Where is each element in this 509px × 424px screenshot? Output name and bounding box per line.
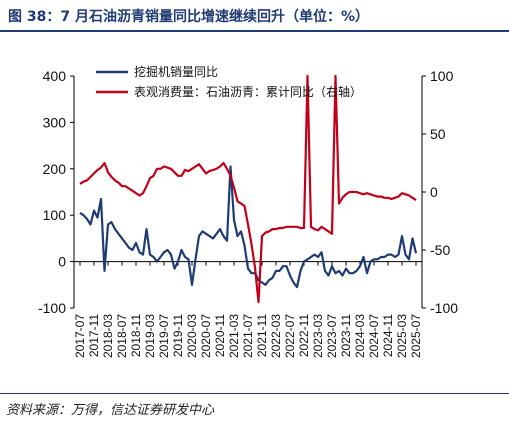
- x-tick-label: 2024-11: [381, 314, 395, 357]
- right-tick-label: 0: [430, 184, 438, 200]
- x-tick-label: 2017-07: [73, 314, 87, 358]
- right-tick-label: -100: [430, 300, 458, 316]
- x-tick-label: 2019-03: [143, 314, 157, 358]
- chart-title: 图 38：7 月石油沥青销量同比增速继续回升（单位：%）: [8, 9, 369, 25]
- x-tick-label: 2025-03: [395, 314, 409, 358]
- left-tick-label: -100: [38, 300, 66, 316]
- x-tick-label: 2020-11: [213, 314, 227, 357]
- x-tick-label: 2020-07: [199, 314, 213, 358]
- x-tick-label: 2022-03: [269, 314, 283, 358]
- x-tick-label: 2023-11: [339, 314, 353, 357]
- x-tick-label: 2024-07: [367, 314, 381, 358]
- right-tick-label: 50: [430, 126, 446, 142]
- x-tick-label: 2023-07: [325, 314, 339, 358]
- x-tick-label: 2022-11: [297, 314, 311, 357]
- x-tick-label: 2021-11: [255, 314, 269, 357]
- asphalt-consumption-yoy-line: [79, 74, 417, 304]
- x-tick-label: 2025-07: [409, 314, 423, 358]
- x-tick-label: 2024-03: [353, 314, 367, 358]
- x-tick-label: 2021-03: [227, 314, 241, 358]
- x-tick-label: 2020-03: [185, 314, 199, 358]
- left-tick-label: 100: [43, 207, 67, 223]
- x-tick-label: 2018-03: [101, 314, 115, 358]
- source-note: 资料来源：万得，信达证券研发中心: [6, 403, 215, 418]
- left-tick-label: 0: [58, 254, 66, 270]
- legend-label-asphalt: 表观消费量：石油沥青：累计同比（右轴）: [134, 84, 362, 99]
- x-tick-label: 2018-07: [115, 314, 129, 358]
- left-tick-label: 400: [43, 68, 67, 84]
- left-tick-label: 300: [43, 114, 67, 130]
- x-tick-label: 2021-07: [241, 314, 255, 358]
- left-tick-label: 200: [43, 161, 67, 177]
- x-tick-label: 2019-07: [157, 314, 171, 358]
- source-divider: [0, 393, 509, 394]
- legend-label-excavator: 挖掘机销量同比: [134, 64, 218, 79]
- x-tick-label: 2019-11: [171, 314, 185, 357]
- excavator-sales-yoy-line: [79, 165, 418, 289]
- x-tick-label: 2022-07: [283, 314, 297, 358]
- x-tick-label: 2018-11: [129, 314, 143, 357]
- x-tick-label: 2023-03: [311, 314, 325, 358]
- right-tick-label: 100: [430, 68, 454, 84]
- right-tick-label: -50: [430, 242, 450, 258]
- title-divider: [0, 30, 509, 32]
- x-tick-label: 2017-11: [87, 314, 101, 357]
